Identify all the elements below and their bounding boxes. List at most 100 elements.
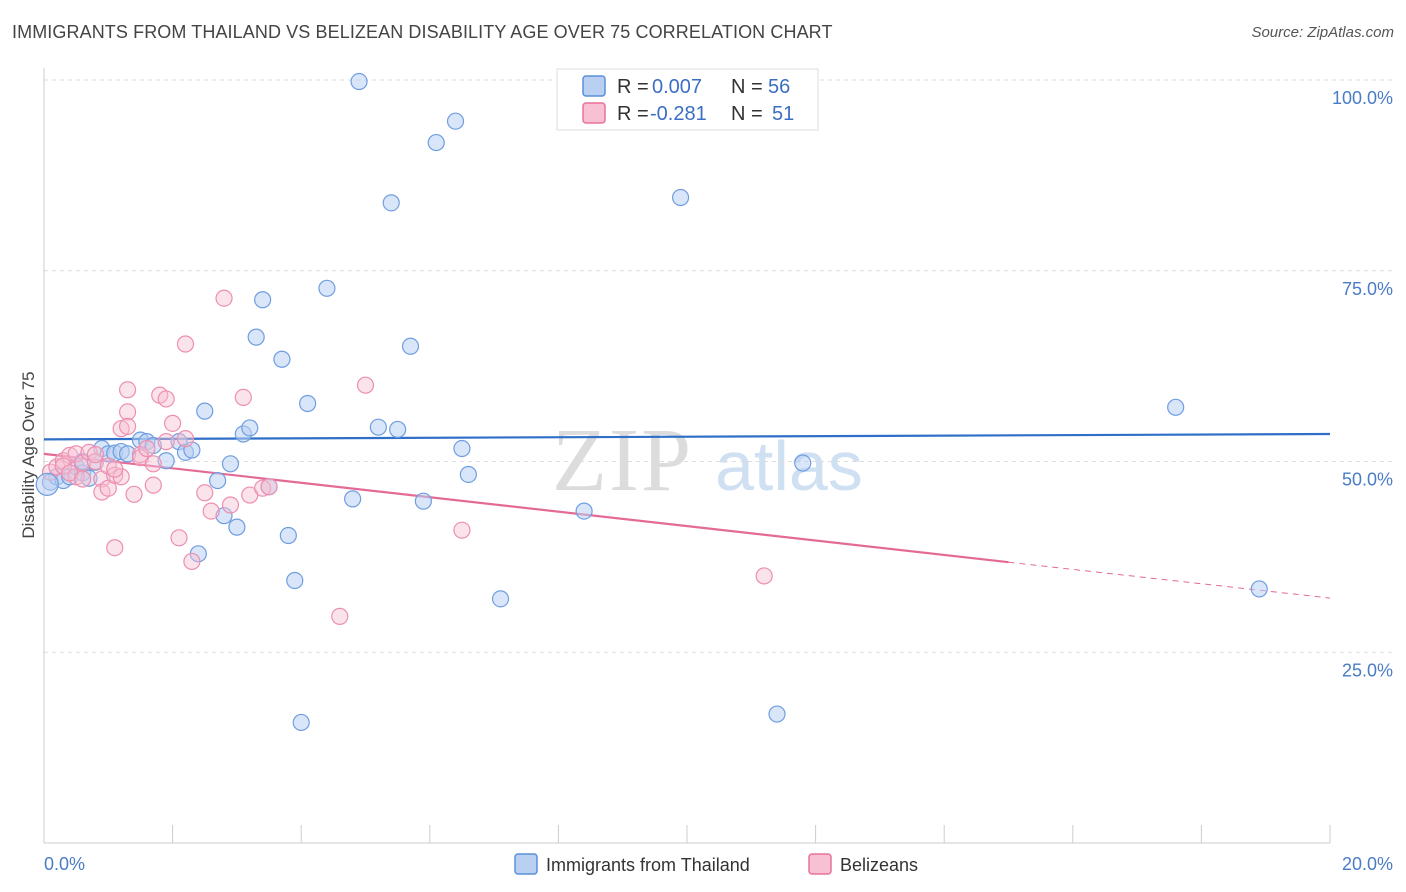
point-belizeans bbox=[356, 376, 375, 394]
point-thailand bbox=[241, 419, 259, 437]
legend-n-value-1: 56 bbox=[768, 76, 790, 98]
point-belizeans bbox=[106, 466, 124, 484]
point-belizeans bbox=[106, 460, 124, 478]
point-belizeans bbox=[138, 439, 156, 458]
y-tick-label-75: 75.0% bbox=[1342, 279, 1393, 299]
point-belizeans bbox=[144, 476, 162, 494]
point-belizeans bbox=[176, 335, 195, 353]
point-belizeans bbox=[118, 403, 137, 421]
point-belizeans bbox=[157, 390, 175, 408]
point-belizeans bbox=[118, 417, 137, 436]
data-points bbox=[35, 72, 1268, 732]
point-thailand bbox=[671, 188, 690, 207]
point-belizeans bbox=[221, 496, 240, 514]
y-tick-label-25: 25.0% bbox=[1342, 660, 1393, 680]
point-thailand bbox=[414, 492, 432, 510]
point-thailand bbox=[228, 518, 246, 536]
point-belizeans bbox=[61, 446, 79, 464]
point-belizeans bbox=[86, 452, 105, 471]
x-tick-label-min: 0.0% bbox=[44, 854, 85, 874]
point-thailand bbox=[292, 713, 310, 732]
trend-line-belizeans bbox=[43, 452, 1009, 564]
trend-line-thailand bbox=[43, 432, 1331, 441]
point-thailand bbox=[427, 133, 445, 152]
y-axis-label: Disability Age Over 75 bbox=[19, 371, 38, 538]
point-belizeans bbox=[144, 455, 162, 473]
point-thailand bbox=[80, 469, 98, 487]
point-belizeans bbox=[453, 521, 471, 539]
point-thailand bbox=[254, 291, 272, 309]
point-thailand bbox=[299, 394, 317, 413]
point-belizeans bbox=[54, 457, 72, 475]
point-thailand bbox=[794, 454, 812, 472]
legend-r-label-2: R = bbox=[617, 103, 649, 125]
point-belizeans bbox=[164, 414, 182, 432]
point-belizeans bbox=[73, 470, 92, 488]
point-thailand bbox=[389, 420, 407, 439]
grid-lines bbox=[44, 79, 1392, 653]
point-belizeans bbox=[196, 484, 214, 502]
point-thailand bbox=[768, 705, 786, 723]
point-thailand bbox=[35, 472, 59, 496]
legend-r-label-1: R = bbox=[617, 76, 649, 98]
point-thailand bbox=[318, 279, 336, 297]
point-belizeans bbox=[170, 529, 188, 547]
point-belizeans bbox=[80, 443, 98, 461]
point-thailand bbox=[286, 571, 304, 590]
legend-n-label-1: N = bbox=[731, 76, 763, 98]
watermark-zip: ZIP bbox=[552, 411, 693, 510]
point-belizeans bbox=[112, 420, 130, 438]
legend-n-label-2: N = bbox=[731, 103, 763, 125]
point-belizeans bbox=[67, 445, 85, 463]
point-belizeans bbox=[157, 433, 175, 451]
bottom-legend-label-belizeans: Belizeans bbox=[840, 855, 918, 875]
legend-swatch-blue bbox=[582, 75, 606, 97]
point-thailand bbox=[215, 507, 233, 525]
point-thailand bbox=[491, 590, 510, 608]
point-thailand bbox=[221, 455, 240, 473]
point-thailand bbox=[344, 490, 362, 508]
y-tick-labels: 25.0% 50.0% 75.0% 100.0% bbox=[1332, 88, 1393, 680]
point-belizeans bbox=[234, 388, 252, 407]
legend-r-value-1: 0.007 bbox=[652, 76, 702, 98]
point-thailand bbox=[459, 465, 477, 484]
legend-n-value-2: 51 bbox=[772, 103, 794, 125]
point-thailand bbox=[401, 337, 420, 355]
legend-swatch-pink bbox=[582, 102, 606, 124]
watermark-atlas: atlas bbox=[715, 427, 863, 505]
x-tick-label-max: 20.0% bbox=[1342, 854, 1393, 874]
point-thailand bbox=[382, 194, 400, 212]
y-tick-label-50: 50.0% bbox=[1342, 470, 1393, 490]
chart-title: IMMIGRANTS FROM THAILAND VS BELIZEAN DIS… bbox=[12, 22, 833, 42]
point-thailand bbox=[575, 502, 593, 520]
legend-r-value-2: -0.281 bbox=[650, 103, 707, 125]
point-belizeans bbox=[106, 539, 124, 557]
trend-lines bbox=[43, 432, 1331, 599]
point-thailand bbox=[279, 526, 297, 545]
bottom-legend: Immigrants from Thailand Belizeans bbox=[514, 853, 918, 875]
point-thailand bbox=[209, 471, 227, 490]
bottom-legend-label-thailand: Immigrants from Thailand bbox=[546, 855, 750, 875]
point-belizeans bbox=[331, 607, 349, 625]
point-belizeans bbox=[215, 289, 233, 307]
point-belizeans bbox=[118, 381, 137, 399]
trend-line-belizeans-extrapolated bbox=[1008, 561, 1331, 599]
point-belizeans bbox=[254, 479, 272, 497]
point-thailand bbox=[369, 418, 387, 436]
bottom-legend-swatch-belizeans bbox=[808, 853, 832, 875]
point-thailand bbox=[1250, 580, 1268, 598]
point-belizeans bbox=[86, 446, 105, 464]
point-thailand bbox=[273, 350, 291, 368]
point-belizeans bbox=[202, 502, 220, 520]
point-belizeans bbox=[755, 567, 773, 585]
point-thailand bbox=[350, 72, 368, 91]
point-thailand bbox=[196, 402, 214, 420]
point-belizeans bbox=[183, 552, 201, 571]
point-belizeans bbox=[125, 485, 143, 503]
y-tick-label-100: 100.0% bbox=[1332, 88, 1393, 108]
point-thailand bbox=[157, 452, 175, 470]
point-belizeans bbox=[176, 430, 195, 448]
point-thailand bbox=[446, 112, 465, 130]
point-thailand bbox=[1167, 398, 1185, 416]
